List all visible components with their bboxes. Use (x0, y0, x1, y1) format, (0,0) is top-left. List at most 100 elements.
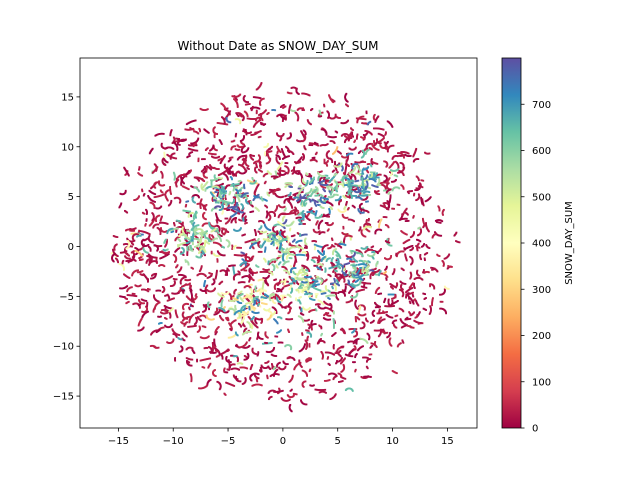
scatter-point (385, 305, 388, 308)
scatter-strand (232, 273, 241, 281)
scatter-point (214, 375, 217, 377)
scatter-point (275, 290, 278, 293)
scatter-strand (355, 133, 359, 140)
scatter-point (397, 203, 400, 206)
scatter-point (228, 121, 231, 124)
scatter-point (156, 245, 159, 247)
scatter-point (363, 161, 366, 163)
scatter-point (310, 144, 313, 146)
scatter-point (125, 243, 128, 245)
scatter-points (110, 82, 461, 413)
scatter-point (144, 310, 146, 313)
scatter-point (173, 292, 176, 295)
scatter-point (182, 289, 185, 292)
scatter-strand (169, 280, 176, 287)
scatter-point (260, 250, 263, 253)
scatter-point (310, 384, 313, 387)
scatter-strand (237, 322, 242, 328)
scatter-strand (373, 140, 376, 146)
scatter-point (192, 325, 194, 328)
scatter-strand (370, 245, 375, 249)
scatter-point (215, 132, 218, 135)
scatter-point (251, 274, 254, 276)
scatter-point (218, 122, 221, 125)
scatter-point (311, 157, 314, 159)
scatter-point (279, 341, 282, 344)
scatter-point (169, 146, 172, 149)
scatter-strand (294, 111, 300, 122)
scatter-point (330, 372, 333, 375)
scatter-point (214, 333, 217, 336)
scatter-point (341, 380, 344, 382)
scatter-point (342, 227, 345, 230)
scatter-strand (214, 331, 218, 336)
scatter-point (266, 162, 269, 165)
scatter-point (249, 117, 252, 120)
scatter-point (137, 271, 140, 274)
scatter-point (386, 202, 389, 205)
scatter-point (253, 96, 256, 99)
scatter-point (223, 122, 226, 125)
scatter-point (340, 134, 343, 137)
scatter-point (245, 262, 248, 265)
scatter-point (131, 256, 134, 259)
scatter-point (138, 248, 141, 251)
scatter-point (232, 264, 234, 267)
scatter-point (237, 148, 240, 151)
scatter-point (197, 137, 200, 140)
scatter-point (308, 311, 311, 313)
scatter-point (311, 240, 314, 243)
scatter-point (275, 234, 278, 236)
scatter-point (130, 258, 133, 261)
scatter-point (338, 291, 341, 293)
scatter-strand (151, 272, 158, 277)
scatter-point (307, 329, 309, 332)
scatter-strand (391, 370, 398, 375)
scatter-point (383, 216, 386, 218)
scatter-strand (225, 117, 232, 124)
scatter-strand (305, 329, 310, 333)
scatter-point (145, 213, 148, 215)
scatter-point (163, 151, 166, 154)
scatter-point (225, 355, 228, 358)
scatter-point (181, 287, 184, 290)
scatter-point (118, 263, 121, 265)
scatter-point (230, 264, 232, 267)
scatter-point (310, 142, 313, 145)
scatter-strand (390, 299, 399, 306)
scatter-strand (413, 282, 416, 289)
scatter-point (345, 254, 348, 257)
scatter-point (296, 172, 299, 175)
scatter-point (145, 300, 148, 302)
scatter-point (238, 148, 241, 151)
scatter-strand (193, 130, 200, 135)
scatter-strand (181, 185, 190, 191)
scatter-strand (216, 258, 219, 263)
scatter-point (232, 363, 235, 366)
scatter-point (393, 268, 396, 271)
scatter-point (295, 192, 297, 195)
scatter-point (349, 328, 352, 331)
scatter-point (309, 282, 311, 285)
scatter-point (385, 270, 387, 273)
scatter-point (159, 251, 162, 253)
scatter-point (231, 140, 234, 143)
scatter-point (254, 96, 257, 99)
scatter-strand (308, 368, 312, 373)
scatter-point (183, 276, 186, 279)
scatter-point (150, 277, 152, 280)
scatter-point (390, 303, 393, 306)
scatter-point (261, 270, 264, 273)
scatter-point (166, 277, 168, 280)
scatter-point (409, 154, 412, 157)
scatter-point (354, 161, 357, 163)
scatter-point (389, 244, 392, 247)
scatter-point (316, 143, 319, 145)
scatter-point (401, 295, 404, 298)
scatter-point (160, 322, 163, 324)
scatter-point (167, 326, 170, 329)
scatter-point (338, 181, 341, 184)
scatter-point (391, 316, 394, 319)
scatter-point (289, 251, 292, 253)
